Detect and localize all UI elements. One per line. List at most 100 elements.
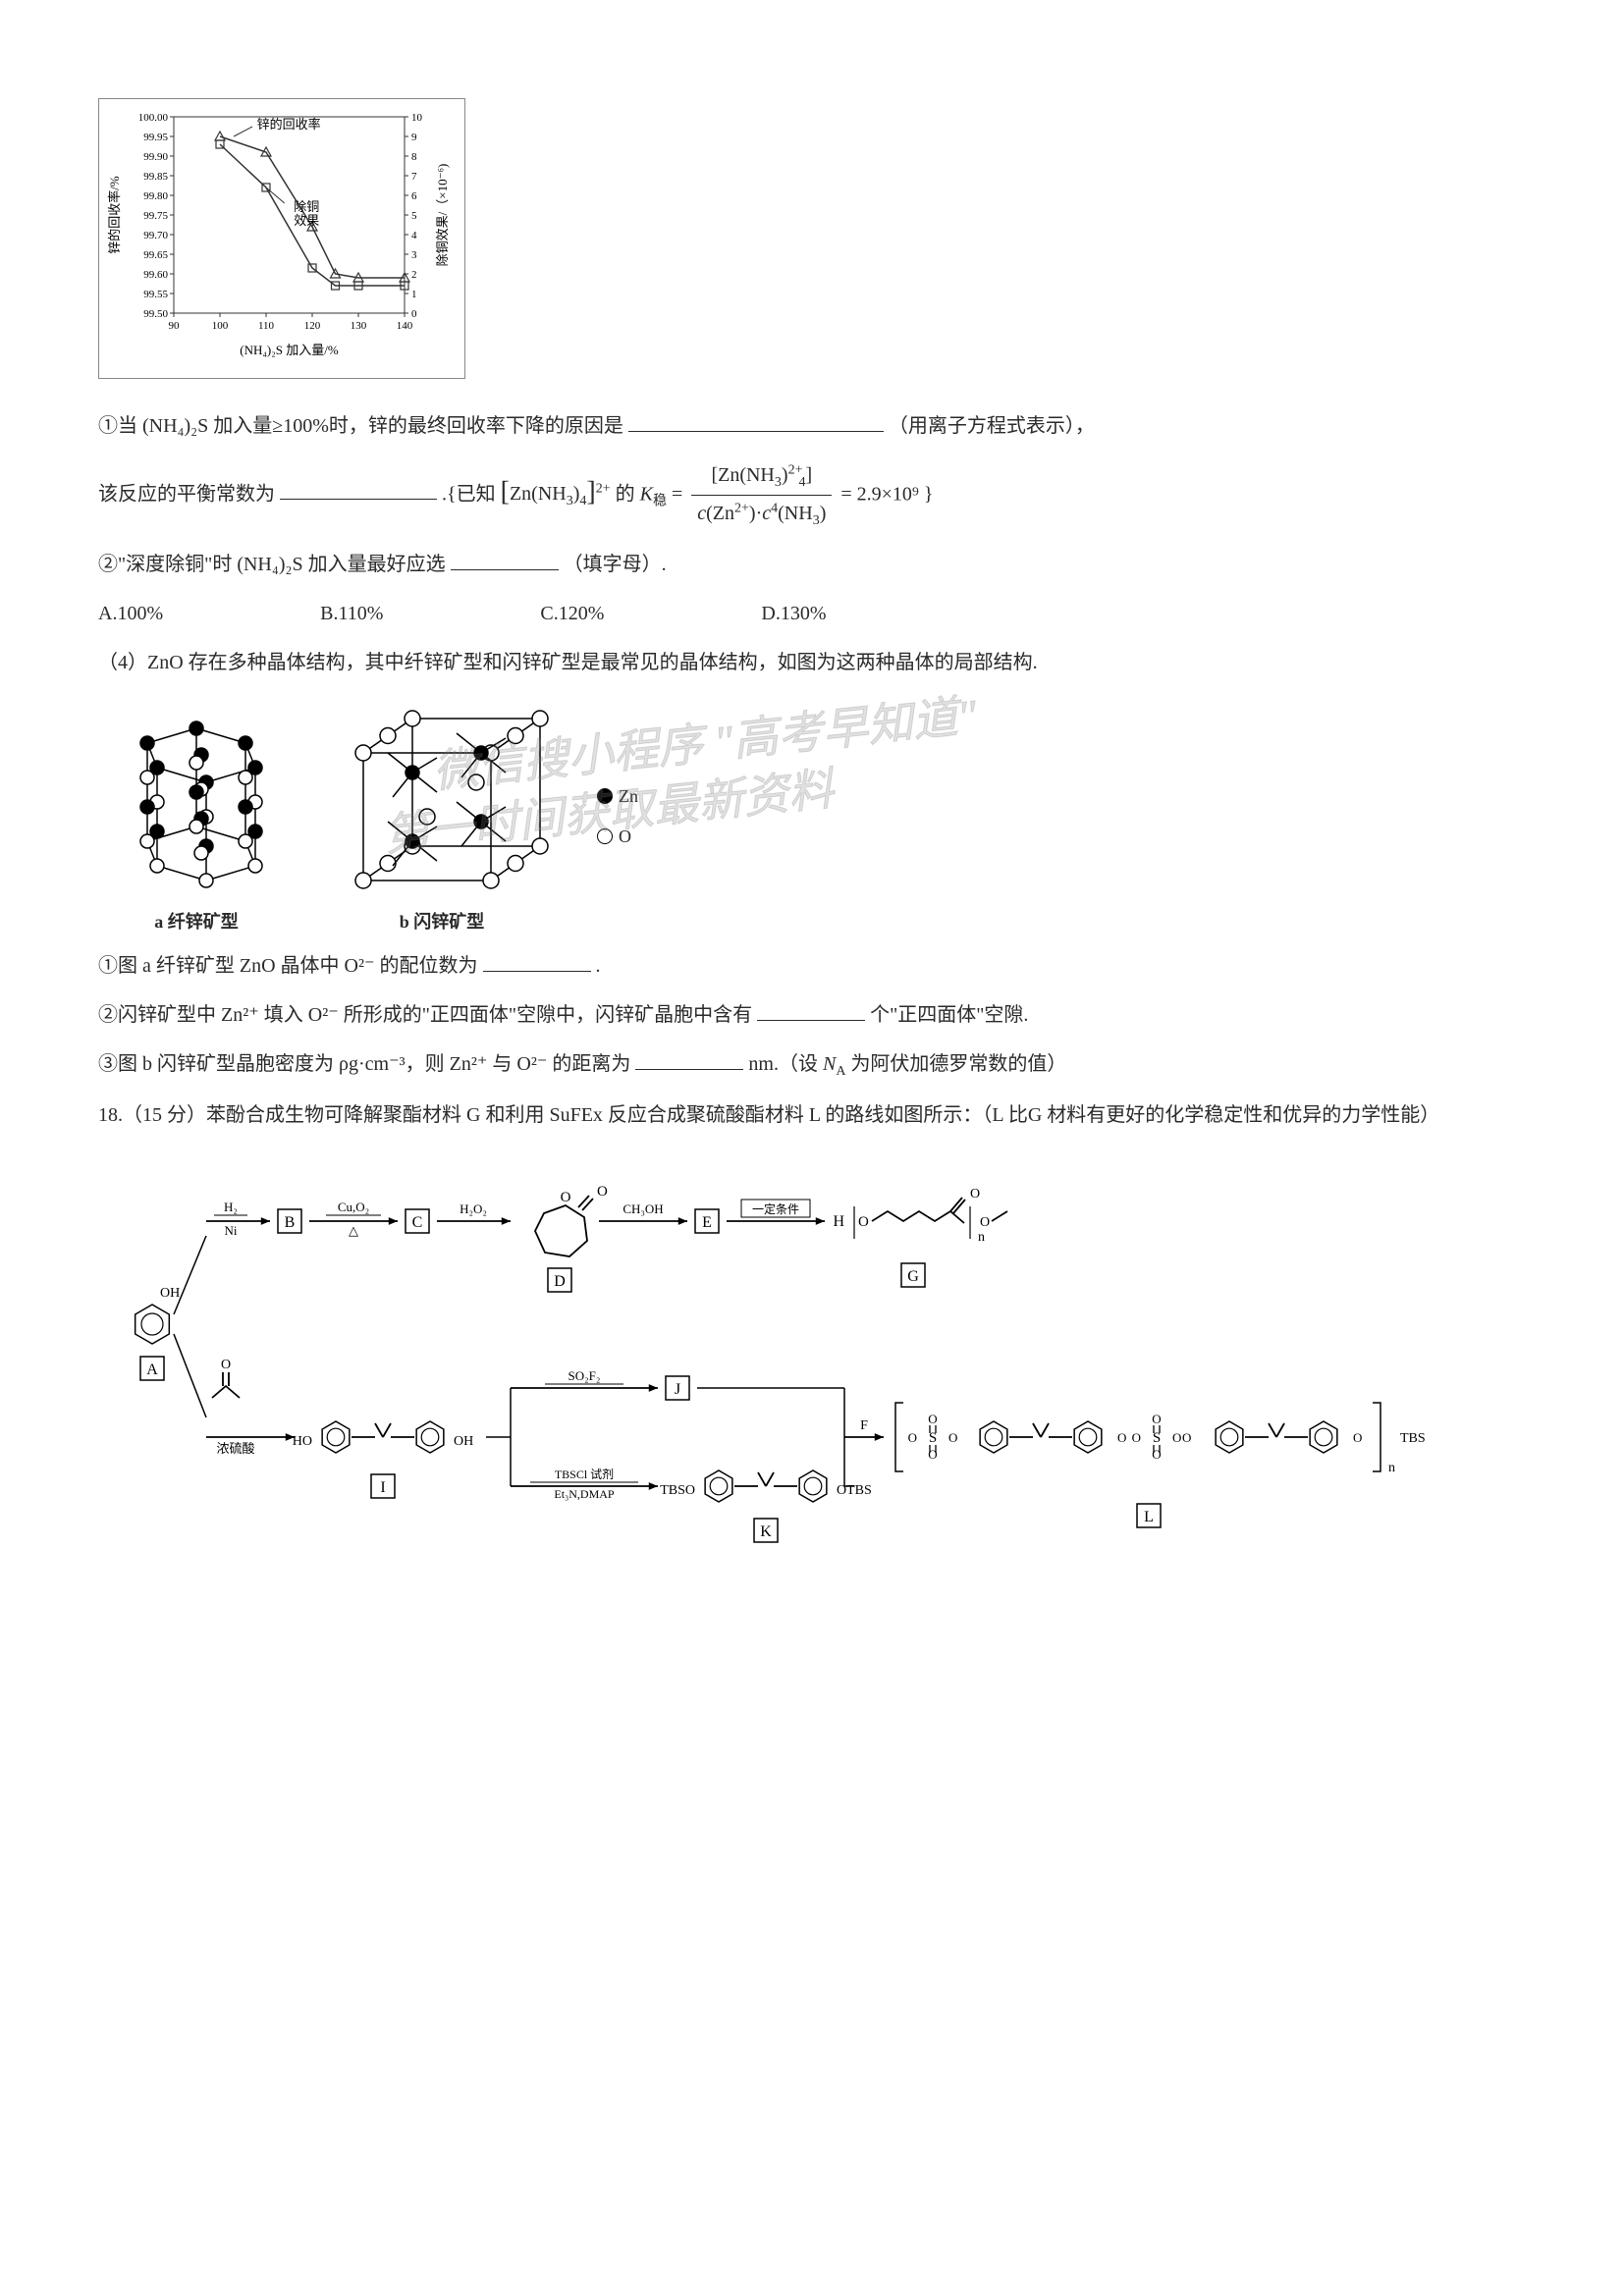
svg-text:99.65: 99.65 — [143, 249, 168, 261]
svg-text:8: 8 — [411, 151, 417, 163]
reaction-svg: OHAH₂NiBCu,O₂△CH₂O₂OODCH₃OHE一定条件HOOnOGO浓… — [98, 1152, 1526, 1545]
caption-a: a 纤锌矿型 — [98, 906, 295, 937]
svg-text:I: I — [380, 1479, 385, 1496]
svg-text:O: O — [1152, 1412, 1161, 1426]
svg-text:10: 10 — [411, 112, 423, 124]
svg-text:130: 130 — [351, 320, 367, 332]
q1-complex: Zn(NH3)4 — [510, 483, 586, 505]
k-value: = 2.9×10⁹ } — [840, 483, 933, 505]
svg-text:TBSO: TBSO — [660, 1483, 695, 1498]
q1-l2-prefix: 该反应的平衡常数为 — [98, 483, 275, 505]
svg-text:效果: 效果 — [294, 213, 319, 228]
diagram-b — [324, 694, 560, 890]
svg-text:O: O — [561, 1190, 571, 1205]
blank-coord[interactable] — [483, 949, 591, 972]
svg-text:0: 0 — [411, 308, 417, 320]
svg-text:G: G — [907, 1268, 919, 1285]
k-label: K — [640, 483, 653, 505]
options-row: A.100% B.110% C.120% D.130% — [98, 596, 1526, 631]
q2-prefix: ②"深度除铜"时 — [98, 554, 232, 575]
svg-text:O: O — [1353, 1430, 1362, 1445]
svg-text:CH₃OH: CH₃OH — [623, 1201, 663, 1216]
q4-2: ②闪锌矿型中 Zn²⁺ 填入 O²⁻ 所形成的"正四面体"空隙中，闪锌矿晶胞中含… — [98, 997, 1526, 1033]
svg-text:99.50: 99.50 — [143, 308, 168, 320]
svg-text:9: 9 — [411, 132, 417, 143]
q2-formula: (NH₄)₂S — [237, 554, 302, 575]
svg-text:除铜: 除铜 — [294, 199, 319, 214]
svg-text:O: O — [980, 1215, 990, 1230]
legend-o: O — [597, 821, 638, 852]
svg-text:4: 4 — [411, 230, 417, 241]
svg-text:5: 5 — [411, 210, 417, 222]
crystal-legend: Zn O — [597, 780, 638, 852]
diagram-b-wrap: b 闪锌矿型 — [324, 694, 560, 937]
svg-text:E: E — [702, 1214, 712, 1231]
svg-text:O: O — [858, 1214, 869, 1230]
svg-text:99.90: 99.90 — [143, 151, 168, 163]
svg-text:O: O — [1132, 1430, 1141, 1445]
svg-text:140: 140 — [397, 320, 413, 332]
svg-text:n: n — [1388, 1461, 1395, 1475]
q4-1-prefix: ①图 a 纤锌矿型 ZnO 晶体中 O²⁻ 的配位数为 — [98, 955, 478, 977]
question-1-line1: ①当 (NH₄)₂S 加入量≥100%时，锌的最终回收率下降的原因是 （用离子方… — [98, 408, 1526, 444]
svg-text:TBS: TBS — [1400, 1431, 1426, 1446]
q1-formula1: (NH₄)₂S — [142, 415, 208, 437]
svg-text:(NH₄)₂S 加入量/%: (NH₄)₂S 加入量/% — [240, 343, 339, 357]
q4-2-suffix: 个"正四面体"空隙. — [870, 1004, 1028, 1026]
svg-text:F: F — [860, 1418, 868, 1433]
svg-text:O: O — [597, 1184, 608, 1200]
svg-text:O: O — [1117, 1430, 1126, 1445]
zn-dot-icon — [597, 788, 613, 804]
svg-text:O: O — [928, 1412, 937, 1426]
svg-text:O: O — [1182, 1430, 1191, 1445]
svg-text:99.85: 99.85 — [143, 171, 168, 183]
svg-text:99.95: 99.95 — [143, 132, 168, 143]
question-1-line2: 该反应的平衡常数为 .{已知 [Zn(NH3)4]2+ 的 K稳 = [Zn(N… — [98, 457, 1526, 533]
svg-text:99.60: 99.60 — [143, 269, 168, 281]
svg-text:100.00: 100.00 — [138, 112, 169, 124]
caption-b: b 闪锌矿型 — [324, 906, 560, 937]
blank-reason[interactable] — [628, 409, 884, 432]
svg-text:锌的回收率/%: 锌的回收率/% — [107, 176, 122, 254]
q2-hint: （填字母）. — [564, 554, 667, 575]
q4-3-suffix-b: 为阿伏加德罗常数的值） — [850, 1053, 1066, 1075]
legend-o-text: O — [619, 821, 631, 852]
svg-text:D: D — [554, 1273, 566, 1290]
legend-zn: Zn — [597, 780, 638, 812]
blank-choice[interactable] — [451, 548, 559, 570]
svg-text:SO₂F₂: SO₂F₂ — [568, 1368, 601, 1383]
q18-text: 18.（15 分）苯酚合成生物可降解聚酯材料 G 和利用 SuFEx 反应合成聚… — [98, 1097, 1526, 1133]
svg-text:1: 1 — [411, 289, 417, 300]
chart-svg: 100.0099.9599.9099.8599.8099.7599.7099.6… — [105, 105, 459, 360]
svg-text:O: O — [1172, 1430, 1181, 1445]
q1-prefix: ①当 — [98, 415, 137, 437]
svg-text:H₂: H₂ — [224, 1200, 238, 1214]
svg-text:一定条件: 一定条件 — [752, 1201, 799, 1216]
svg-text:6: 6 — [411, 190, 417, 202]
question-2: ②"深度除铜"时 (NH₄)₂S 加入量最好应选 （填字母）. — [98, 547, 1526, 582]
svg-text:Cu,O₂: Cu,O₂ — [338, 1200, 369, 1214]
svg-text:O: O — [970, 1187, 980, 1201]
svg-text:TBSCl 试剂: TBSCl 试剂 — [555, 1467, 614, 1481]
option-b[interactable]: B.110% — [320, 596, 383, 631]
option-a[interactable]: A.100% — [98, 596, 163, 631]
blank-dist[interactable] — [635, 1047, 743, 1070]
q4-1: ①图 a 纤锌矿型 ZnO 晶体中 O²⁻ 的配位数为 . — [98, 948, 1526, 984]
na-symbol: N — [823, 1053, 836, 1075]
svg-text:99.55: 99.55 — [143, 289, 168, 300]
svg-text:L: L — [1144, 1509, 1154, 1525]
svg-text:H: H — [833, 1213, 844, 1230]
o-dot-icon — [597, 828, 613, 844]
svg-text:99.70: 99.70 — [143, 230, 168, 241]
blank-k[interactable] — [280, 477, 437, 500]
blank-tetra[interactable] — [757, 998, 865, 1021]
k-fraction: [Zn(NH3)2+4] c(Zn2+)·c4(NH3) — [691, 457, 832, 533]
svg-text:110: 110 — [258, 320, 275, 332]
option-d[interactable]: D.130% — [761, 596, 826, 631]
svg-text:A: A — [146, 1362, 158, 1378]
svg-text:99.75: 99.75 — [143, 210, 168, 222]
q1-suffix: （用离子方程式表示）， — [889, 415, 1095, 437]
q1-l2-mid2: 的 — [616, 483, 635, 505]
recovery-chart: 100.0099.9599.9099.8599.8099.7599.7099.6… — [98, 98, 465, 379]
option-c[interactable]: C.120% — [540, 596, 604, 631]
